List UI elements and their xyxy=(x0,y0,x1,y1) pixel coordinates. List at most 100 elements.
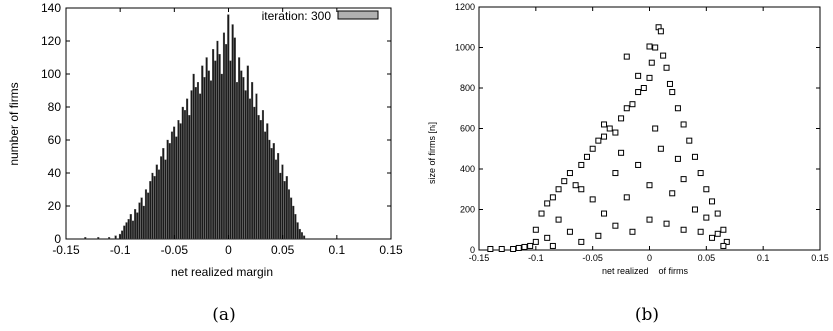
scatter-point xyxy=(703,214,710,221)
scatter-plot-frame xyxy=(478,6,821,251)
histogram-y-axis-title: number of firms xyxy=(7,82,21,165)
scatter-point xyxy=(612,222,619,229)
histogram-bar xyxy=(199,93,202,240)
histogram-panel-caption: (a) xyxy=(212,305,235,325)
scatter-point xyxy=(660,52,667,59)
scatter-point xyxy=(566,228,573,235)
histogram-bar xyxy=(138,202,141,240)
scatter-point xyxy=(652,125,659,132)
histogram-bar xyxy=(108,237,111,240)
scatter-point xyxy=(680,121,687,128)
histogram-y-ticks: 0 20 40 60 80 100 120 140 xyxy=(41,1,391,246)
histogram-bar xyxy=(246,65,249,240)
scatter-point xyxy=(555,216,562,223)
scatter-point xyxy=(618,149,625,156)
scatter-point xyxy=(515,244,522,251)
scatter-point xyxy=(612,129,619,136)
histogram-x-tick-label: 0 xyxy=(225,243,232,257)
histogram-bar xyxy=(274,159,277,240)
scatter-point xyxy=(612,170,619,177)
scatter-point xyxy=(669,190,676,197)
scatter-point xyxy=(498,245,505,252)
scatter-point xyxy=(674,105,681,112)
histogram-bar xyxy=(261,110,264,240)
histogram-bar xyxy=(140,197,143,240)
histogram-bar xyxy=(225,44,228,240)
histogram-bar xyxy=(233,37,236,240)
histogram-legend-label: iteration: 300 xyxy=(262,9,332,23)
histogram-bar xyxy=(294,214,297,240)
scatter-point xyxy=(646,182,653,189)
histogram-bar xyxy=(268,139,271,240)
histogram-bar xyxy=(303,235,306,240)
histogram-bar xyxy=(134,209,137,240)
scatter-point xyxy=(646,74,653,81)
histogram-bar xyxy=(231,24,234,240)
scatter-point xyxy=(527,242,534,249)
scatter-x-tick-label: 0.1 xyxy=(757,253,770,263)
histogram-bar xyxy=(129,214,132,240)
scatter-point xyxy=(487,245,494,252)
scatter-point xyxy=(618,115,625,122)
scatter-x-tick-label: -0.05 xyxy=(582,253,603,263)
scatter-point xyxy=(544,200,551,207)
scatter-point xyxy=(635,89,642,96)
histogram-bar xyxy=(196,82,200,240)
scatter-x-ticks: -0.15 -0.1 -0.05 0 0.05 0.1 0.15 xyxy=(469,7,829,263)
histogram-y-tick-label: 140 xyxy=(41,1,61,15)
histogram-bar xyxy=(203,77,206,240)
scatter-point xyxy=(561,178,568,185)
histogram-bar xyxy=(212,49,215,240)
histogram-bar xyxy=(279,172,282,240)
scatter-point xyxy=(640,85,647,91)
histogram-bar xyxy=(192,73,195,240)
histogram-x-tick-label: 0.05 xyxy=(271,243,295,257)
histogram-bar xyxy=(144,189,148,240)
histogram-bar xyxy=(175,136,178,240)
scatter-point xyxy=(669,89,676,96)
scatter-point xyxy=(629,101,636,108)
scatter-x-axis-title: net realized of firms xyxy=(602,266,689,276)
scatter-y-tick-label: 1000 xyxy=(455,43,475,53)
histogram-bar xyxy=(147,192,150,240)
histogram-bar xyxy=(292,205,295,240)
scatter-point xyxy=(595,137,602,144)
scatter-point xyxy=(680,226,687,233)
histogram-bar xyxy=(136,212,139,240)
histogram-bar xyxy=(162,148,165,240)
histogram-y-tick-label: 60 xyxy=(48,133,62,147)
histogram-x-tick-label: 0.1 xyxy=(328,243,345,257)
scatter-point xyxy=(635,161,642,168)
histogram-bar xyxy=(151,172,154,240)
histogram-bar xyxy=(125,222,128,240)
scatter-y-tick-label: 400 xyxy=(460,164,475,174)
scatter-y-tick-label: 0 xyxy=(470,245,475,255)
histogram-bar xyxy=(205,57,208,240)
scatter-point xyxy=(578,186,585,193)
scatter-point xyxy=(663,64,670,71)
histogram-bar xyxy=(285,176,288,240)
scatter-point xyxy=(544,234,551,241)
scatter-point xyxy=(666,80,673,87)
histogram-bar xyxy=(121,230,124,240)
scatter-x-tick-label: 0.05 xyxy=(698,253,716,263)
scatter-point xyxy=(601,133,608,140)
histogram-bar xyxy=(201,65,204,240)
scatter-point xyxy=(646,43,653,50)
scatter-point xyxy=(623,194,630,201)
scatter-point xyxy=(623,53,630,60)
scatter-point xyxy=(589,145,596,152)
scatter-y-axis-title: size of firms [nᵢ] xyxy=(427,122,437,184)
scatter-point xyxy=(714,210,721,217)
scatter-y-ticks: 0 200 400 600 800 1000 1200 xyxy=(455,2,820,255)
histogram-bar xyxy=(214,60,217,240)
histogram-bars xyxy=(84,14,306,240)
histogram-x-tick-label: 0.15 xyxy=(379,243,403,257)
histogram-bar xyxy=(127,219,130,240)
scatter-panel-caption: (b) xyxy=(635,305,659,325)
scatter-x-tick-label: -0.15 xyxy=(469,253,490,263)
scatter-point xyxy=(538,210,545,217)
histogram-bar xyxy=(227,14,230,240)
histogram-bar xyxy=(238,57,241,240)
scatter-y-tick-label: 800 xyxy=(460,83,475,93)
